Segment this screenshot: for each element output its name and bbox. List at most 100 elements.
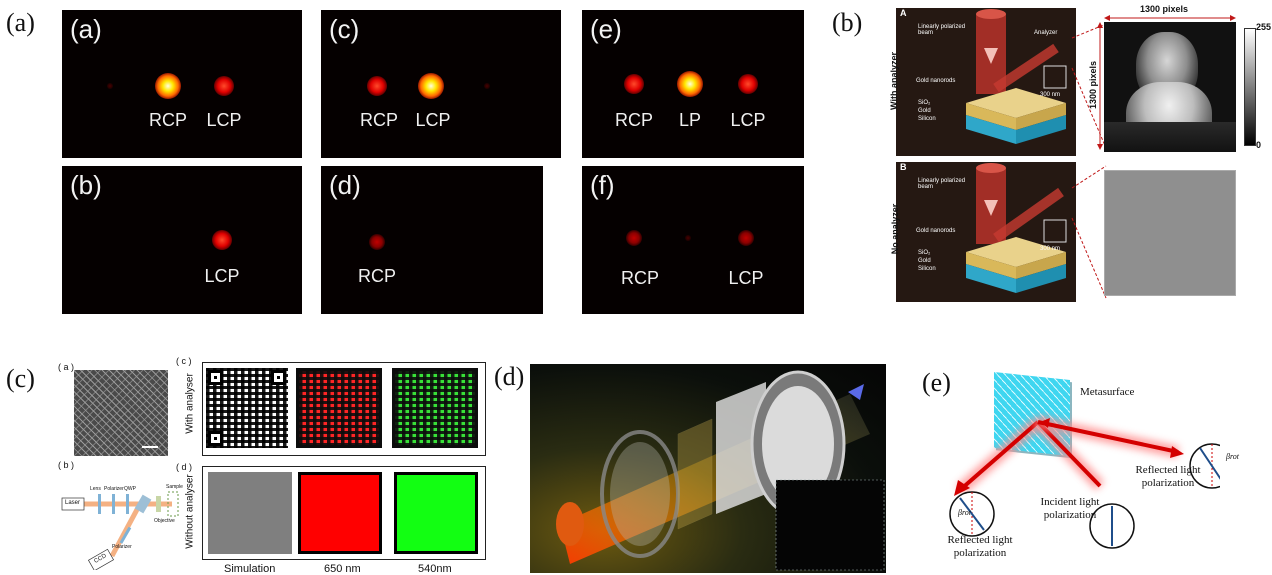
with-analyser-label: With analyser [184, 373, 196, 434]
metasurface-label: Metasurface [1080, 386, 1135, 398]
polarization-label: LCP [728, 268, 764, 288]
reflected-right-label: Reflected light polarization [1135, 464, 1201, 489]
height-px-label: 1300 pixels [1088, 60, 1098, 110]
light-spot [484, 83, 490, 89]
with-analyzer-label: With analyzer [889, 52, 899, 110]
light-spot [624, 74, 644, 94]
schematic-no-analyzer: B Linearly polarized beam Gold nanorods … [896, 162, 1076, 302]
polarization-label: RCP [357, 266, 397, 286]
sem-image [74, 370, 168, 456]
colorbar-min: 0 [1256, 140, 1262, 150]
without-analyser-label: Without analyser [184, 474, 196, 549]
spot-image-tile: (c) RCP LCP [321, 10, 561, 158]
silicon-label-a: Silicon [918, 116, 936, 122]
qr-simulation [206, 368, 288, 448]
sub-d-label: ( d ) [176, 462, 193, 472]
nanorods-label-a: Gold nanorods [916, 78, 956, 84]
colorbar-max: 255 [1256, 22, 1272, 32]
light-spot [626, 230, 642, 246]
green-540nm [394, 472, 478, 554]
hologram-portrait [1104, 22, 1236, 152]
tile-letter: (d) [329, 170, 361, 200]
analyzer-label: Analyzer [1034, 30, 1058, 36]
spot-image-tile: (b) LCP [62, 166, 302, 314]
light-spot [677, 71, 703, 97]
optical-setup: Laser Lens Polarizer QWP Sample Objectiv… [60, 470, 190, 572]
tile-letter: (b) [70, 170, 102, 200]
beam-label-a: Linearly polarized beam [918, 24, 966, 36]
portrait-shoulders [1104, 122, 1236, 152]
setup-illustration-b [966, 163, 1067, 293]
gray-hologram [1104, 170, 1236, 296]
sub-c-label: ( c ) [176, 356, 192, 366]
sem-scale-bar [142, 446, 158, 448]
no-analyzer-label: No analyzer [890, 203, 900, 255]
setup-sample-label: Sample [166, 484, 183, 490]
polarization-label: RCP [614, 110, 654, 130]
light-spot [369, 234, 385, 250]
panel-c-label: (c) [6, 364, 35, 393]
width-arrow [1104, 15, 1236, 21]
row-a-letter: A [900, 8, 907, 18]
rendering-3d [530, 364, 886, 573]
panel-b-label: (b) [832, 8, 863, 37]
light-spot [367, 76, 387, 96]
scale-label-b: 300 nm [1040, 246, 1061, 252]
schematic-with-analyzer: A Linearly polarized beam Analyzer Gold … [896, 8, 1076, 156]
gold-label-a: Gold [918, 108, 931, 114]
panel-a-label: (a) [6, 8, 35, 37]
polarization-label: RCP [620, 268, 660, 288]
qr-frame-with [202, 362, 486, 456]
polarization-label: RCP [148, 110, 188, 130]
setup-laser-label: Laser [65, 500, 81, 506]
light-spot [418, 73, 444, 99]
light-spot [685, 235, 691, 241]
qr-finder-bl [208, 431, 223, 446]
light-spot [738, 74, 758, 94]
col-650nm-label: 650 nm [324, 563, 361, 575]
sub-a-label: ( a ) [58, 362, 75, 372]
incident-label: Incident light polarization [1040, 496, 1100, 521]
qr-finder-tl [208, 370, 223, 385]
setup-lens-label: Lens [90, 486, 101, 492]
gold-label-b: Gold [918, 258, 931, 264]
optics-illustration [556, 370, 885, 571]
col-540nm-label: 540nm [418, 563, 452, 575]
reflection-rays [949, 416, 1220, 549]
height-arrow [1097, 22, 1103, 150]
beta-right: βrot [1226, 452, 1240, 461]
red-650nm [298, 472, 382, 554]
panel-d-label: (d) [494, 362, 525, 391]
light-spot [212, 230, 232, 250]
setup-polarizer2-label: Polarizer [112, 544, 132, 550]
scale-label-a: 300 nm [1040, 92, 1061, 98]
sub-b-label: ( b ) [58, 460, 75, 470]
spot-image-tile: (d) RCP [321, 166, 543, 314]
light-spot [214, 76, 234, 96]
polarization-label: LCP [415, 110, 451, 130]
light-spot [738, 230, 754, 246]
col-simulation-label: Simulation [224, 563, 276, 575]
spot-image-tile: (e) RCP LP LCP [582, 10, 804, 158]
light-spot [107, 83, 113, 89]
tile-letter: (e) [590, 14, 622, 44]
setup-polarizer-label: Polarizer [104, 486, 124, 492]
nanorods-label-b: Gold nanorods [916, 228, 956, 234]
polarization-label: LCP [204, 266, 240, 286]
polarization-label: LCP [730, 110, 766, 130]
reflected-left-label: Reflected light polarization [947, 534, 1013, 559]
spot-image-tile: (f) RCP LCP [582, 166, 804, 314]
qr-650nm [296, 368, 382, 448]
gray-simulation [208, 472, 292, 554]
setup-beam-diagram [61, 491, 179, 572]
polarization-label: LP [678, 110, 702, 130]
sio2-label-b: SiO₂ [918, 250, 931, 256]
polarization-label: RCP [359, 110, 399, 130]
setup-illustration-a [966, 9, 1067, 144]
qr-finder-tr [271, 370, 286, 385]
tile-letter: (c) [329, 14, 360, 44]
light-spot [155, 73, 181, 99]
row-b-letter: B [900, 162, 907, 172]
panel-e-label: (e) [922, 368, 951, 397]
beta-left: βrot [958, 508, 972, 517]
